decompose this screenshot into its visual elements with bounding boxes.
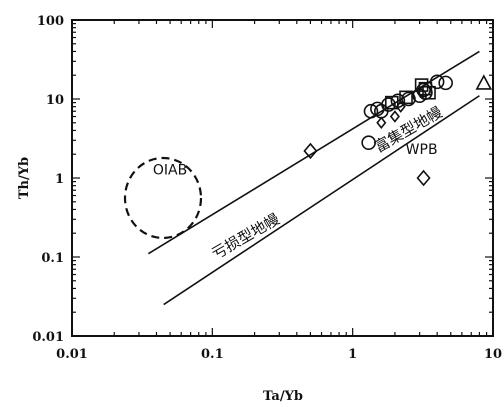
x-tick-label: 1 <box>348 347 357 362</box>
triangle-point <box>475 74 493 90</box>
small-diamond-point <box>389 110 400 123</box>
x-axis-title: Ta/Yb <box>263 389 303 404</box>
discrimination-lines <box>147 50 480 306</box>
oiab-dashed-boundary <box>123 156 203 240</box>
circle-point <box>381 97 396 112</box>
oiab-region <box>123 156 203 240</box>
square-point <box>384 95 399 110</box>
upper-boundary-line <box>147 50 480 255</box>
data-points <box>303 74 493 187</box>
y-tick-label: 0.01 <box>32 330 64 345</box>
circle-point <box>401 91 416 107</box>
x-tick-label: 10 <box>484 347 502 362</box>
y-tick-label: 10 <box>46 93 64 108</box>
oiab-label: OIAB <box>153 163 187 179</box>
square-point <box>418 81 433 96</box>
depleted-mantle-label: 亏损型地幔 <box>209 210 283 263</box>
x-tick-label: 0.01 <box>56 347 88 362</box>
y-tick-label: 0.1 <box>41 251 64 266</box>
diamond-point <box>416 169 431 187</box>
diamond-point <box>303 142 318 160</box>
square-point <box>399 90 413 105</box>
axis-ticks <box>71 20 493 337</box>
y-tick-label: 1 <box>55 172 64 187</box>
small-diamond-point <box>376 116 387 130</box>
wpb-label: WPB <box>406 142 438 158</box>
circle-point <box>363 103 379 119</box>
tick-labels: 0.01 0.1 1 10 0.01 0.1 1 10 100 <box>32 14 502 362</box>
y-tick-label: 100 <box>37 14 64 29</box>
y-axis-title: Th/Yb <box>17 157 32 199</box>
circle-point <box>361 135 376 150</box>
circle-point <box>429 74 445 90</box>
x-tick-label: 0.1 <box>201 347 224 362</box>
lower-boundary-line <box>163 95 480 306</box>
square-point <box>422 85 436 100</box>
small-diamond-point <box>395 100 406 113</box>
circle-point <box>438 75 453 91</box>
square-point <box>414 78 429 92</box>
